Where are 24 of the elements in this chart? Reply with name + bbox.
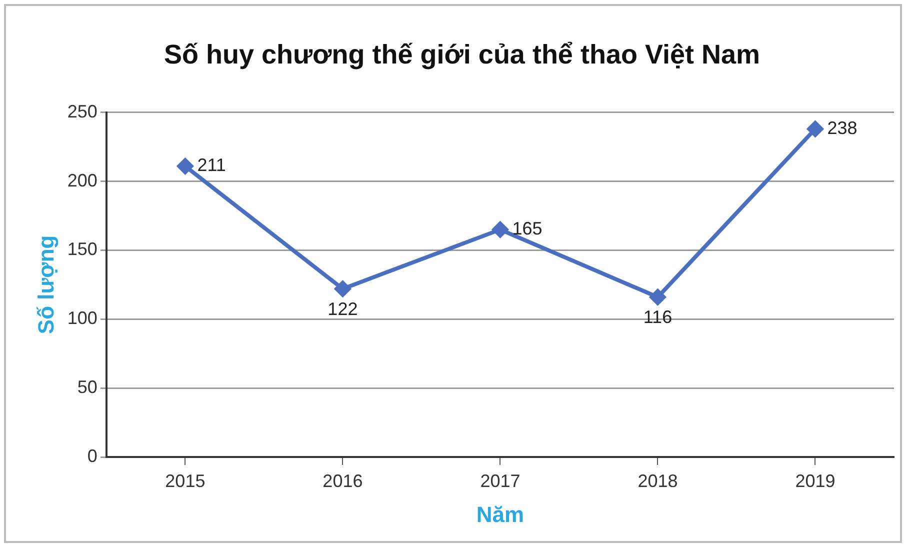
- y-tick-label: 200: [67, 170, 98, 190]
- x-axis-title: Năm: [476, 502, 524, 527]
- x-tick-label: 2019: [795, 470, 836, 491]
- y-tick-label: 150: [67, 239, 98, 260]
- y-tick-label: 0: [87, 446, 98, 466]
- y-tick-label: 100: [67, 308, 98, 328]
- y-tick-label: 50: [77, 377, 98, 398]
- point: [650, 289, 666, 306]
- y-tick-label: 250: [67, 101, 98, 122]
- x-tick-label: 2018: [638, 470, 678, 491]
- point: [492, 222, 508, 238]
- point: [334, 280, 351, 297]
- data-label: 116: [643, 307, 672, 328]
- chart-title: Số huy chương thế giới của thể thao Việt Nam: [164, 40, 760, 70]
- x-tick-label: 2015: [165, 470, 206, 491]
- x-tick-label: 2016: [322, 470, 363, 491]
- data-label: 211: [197, 155, 226, 176]
- data-label: 122: [328, 298, 358, 319]
- y-axis-title: Số lượng: [33, 235, 58, 334]
- data-label: 238: [827, 118, 858, 138]
- point: [177, 158, 194, 174]
- data-label: 165: [512, 218, 542, 239]
- point: [807, 120, 824, 137]
- x-tick-label: 2017: [480, 470, 520, 491]
